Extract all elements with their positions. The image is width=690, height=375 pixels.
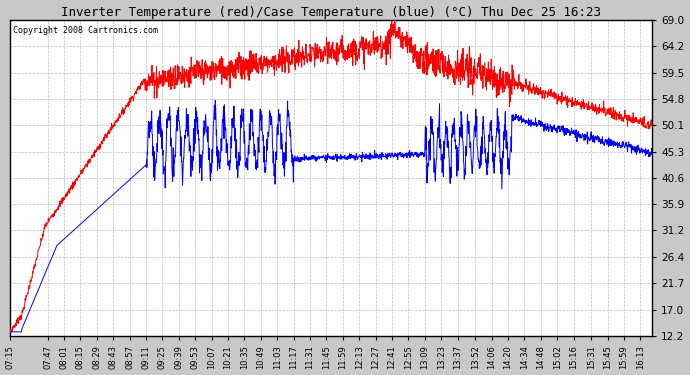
Text: Copyright 2008 Cartronics.com: Copyright 2008 Cartronics.com: [13, 26, 158, 35]
Title: Inverter Temperature (red)/Case Temperature (blue) (°C) Thu Dec 25 16:23: Inverter Temperature (red)/Case Temperat…: [61, 6, 601, 18]
